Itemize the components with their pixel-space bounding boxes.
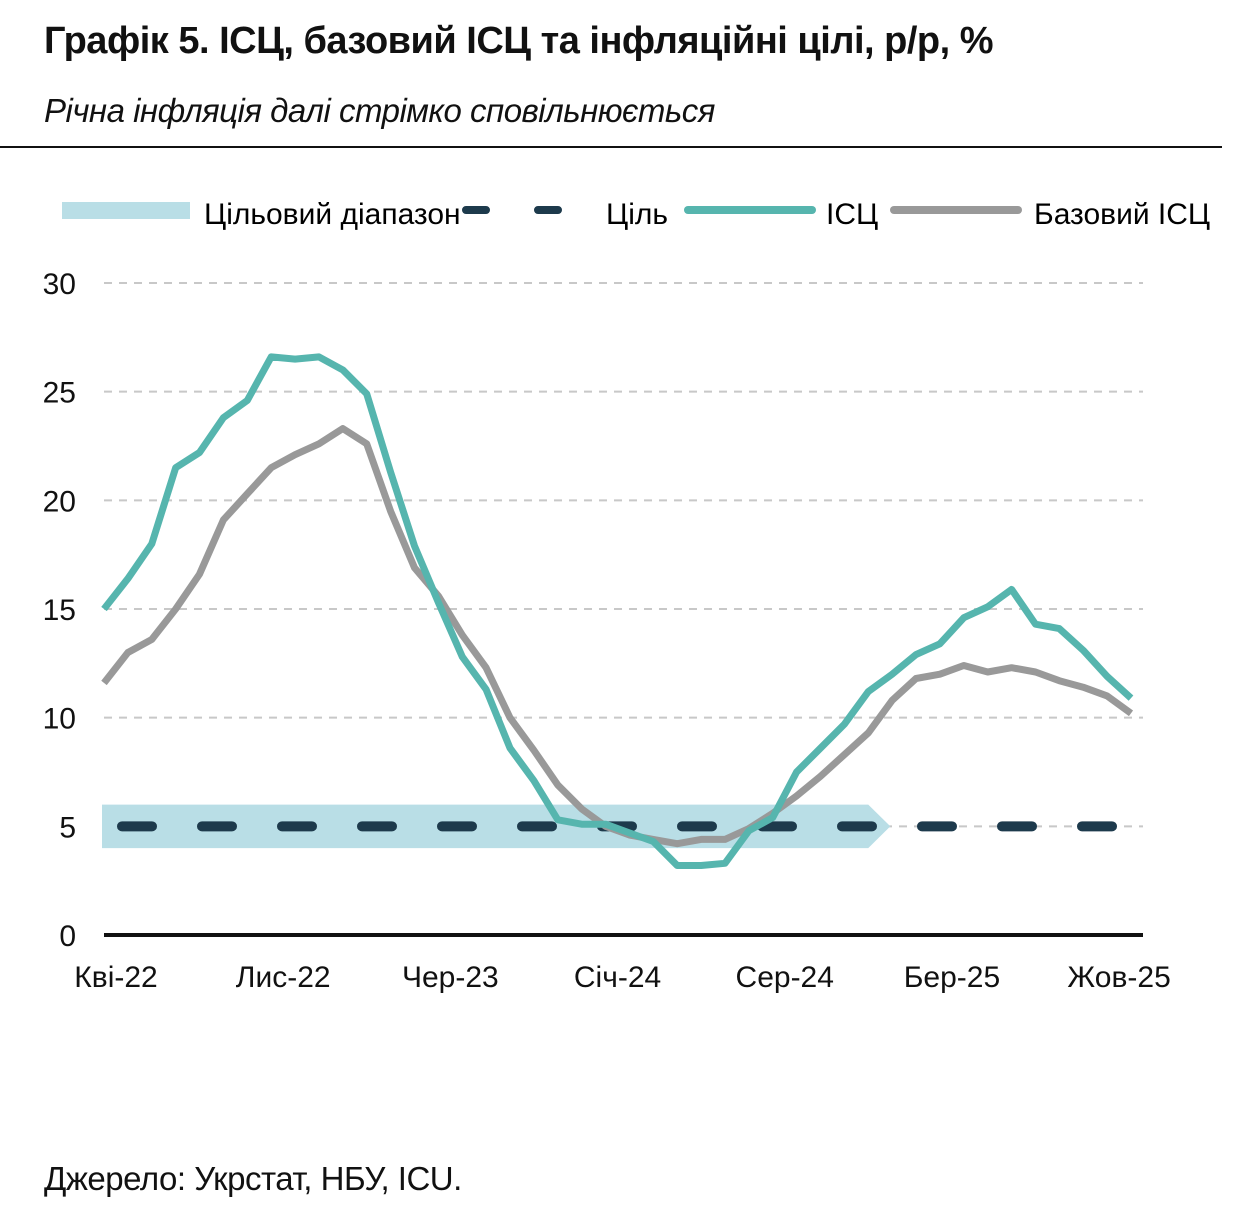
y-tick-label-30: 30 [43, 268, 76, 301]
chart-subtitle: Річна інфляція далі стрімко сповільнюєть… [44, 92, 715, 129]
y-tick-label-20: 20 [43, 485, 76, 518]
line-chart: Цільовий діапазон Ціль ІСЦ Базовий ІСЦ 0… [43, 198, 1211, 994]
x-tick-label-1: Лис-22 [236, 961, 331, 994]
x-tick-label-5: Бер-25 [904, 961, 1000, 994]
x-tick-label-2: Чер-23 [402, 961, 499, 994]
y-tick-label-15: 15 [43, 594, 76, 627]
series-line-cpi [101, 353, 1134, 869]
y-axis-labels: 0 5 10 15 20 25 30 [43, 268, 76, 953]
chart-title: Графік 5. ІСЦ, базовий ІСЦ та інфляційні… [44, 20, 994, 62]
target-band [102, 804, 891, 849]
x-tick-label-3: Січ-24 [574, 961, 661, 994]
source-note: Джерело: Укрстат, НБУ, ICU. [44, 1160, 462, 1197]
x-tick-label-0: Кві-22 [74, 961, 157, 994]
x-axis-labels: Кві-22 Лис-22 Чер-23 Січ-24 Сер-24 Бер-25 Жов-… [74, 961, 1171, 994]
x-tick-label-4: Сер-24 [736, 961, 834, 994]
series-layer [101, 353, 1134, 869]
target-band-layer [102, 804, 891, 849]
legend-label-cpi: ІСЦ [826, 198, 878, 231]
legend-label-target: Ціль [606, 198, 668, 231]
y-tick-label-10: 10 [43, 703, 76, 736]
y-tick-label-5: 5 [59, 811, 76, 844]
chart-legend: Цільовий діапазон Ціль ІСЦ Базовий ІСЦ [62, 198, 1210, 231]
x-tick-label-6: Жов-25 [1067, 961, 1170, 994]
legend-label-target-band: Цільовий діапазон [204, 198, 461, 231]
legend-label-core: Базовий ІСЦ [1034, 198, 1210, 231]
legend-swatch-target-band [62, 202, 190, 219]
y-tick-label-25: 25 [43, 377, 76, 410]
grid-lines [104, 282, 1143, 828]
series-line-core [101, 425, 1134, 848]
header-divider [0, 146, 1222, 148]
y-tick-label-0: 0 [59, 920, 76, 953]
